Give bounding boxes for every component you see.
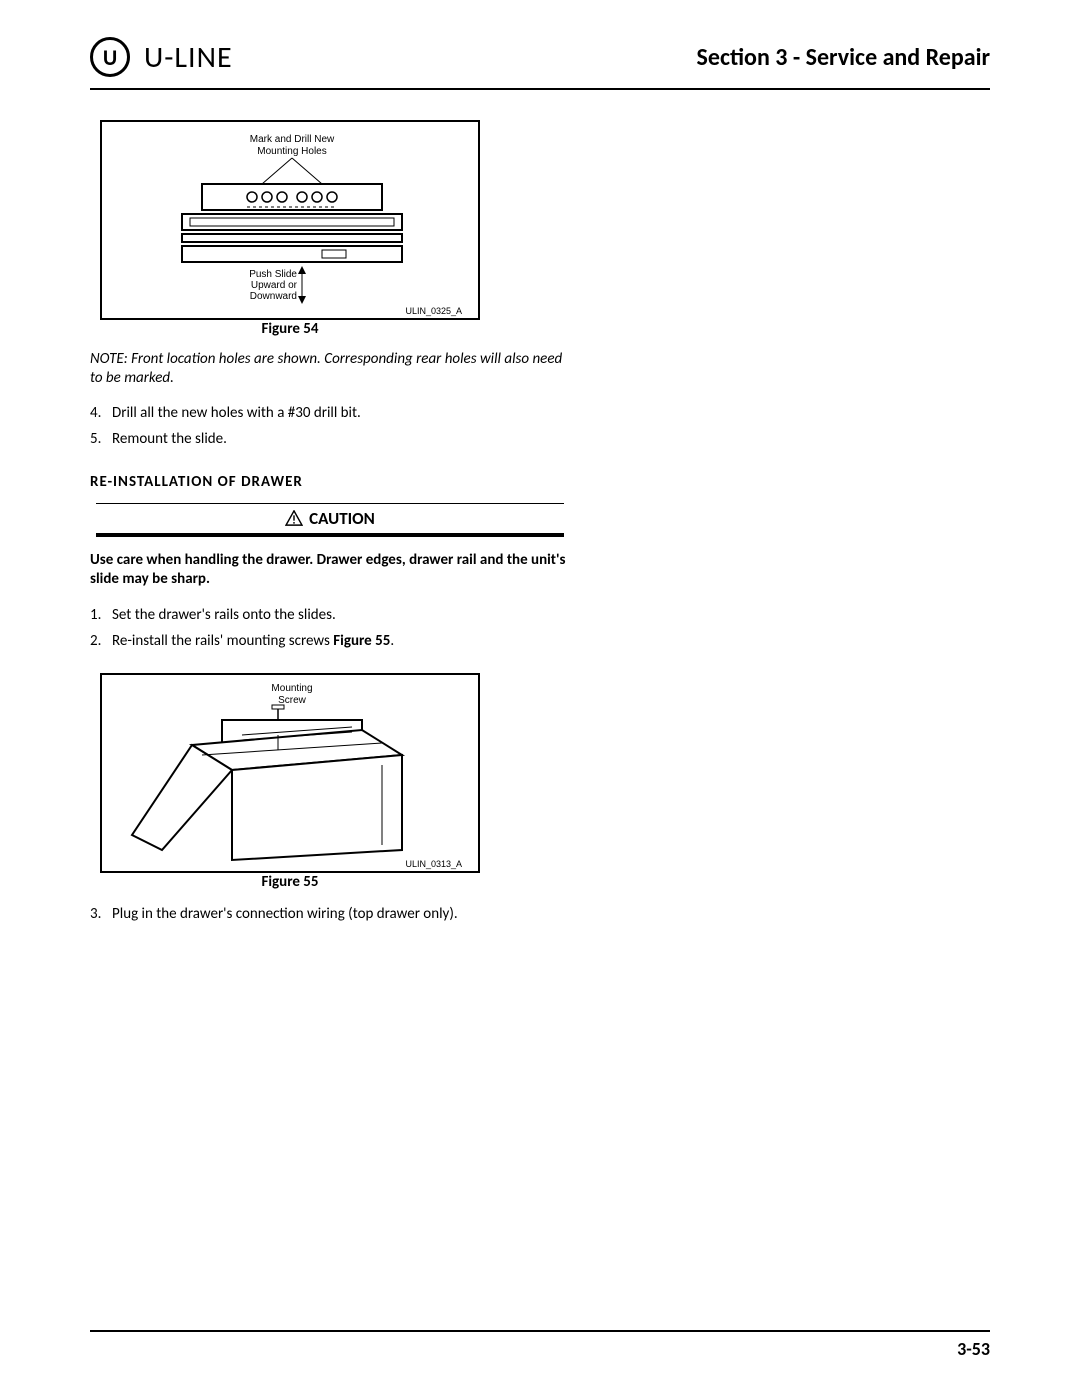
figure-54-caption: Figure 54 (90, 320, 490, 338)
note-text: NOTE: Front location holes are shown. Co… (90, 350, 570, 388)
content-column: Mark and Drill New Mounting Holes (90, 120, 570, 925)
caution-body: Use care when handling the drawer. Drawe… (90, 551, 570, 590)
fig55-label1: Mounting (271, 683, 312, 694)
fig55-label2: Screw (278, 695, 307, 706)
page-number: 3-53 (957, 1338, 990, 1360)
step-5: 5.Remount the slide. (90, 428, 570, 451)
reinstall-steps-cont: 3.Plug in the drawer's connection wiring… (90, 903, 570, 926)
page-footer: 3-53 (90, 1330, 990, 1360)
fig54-label-b2: Upward or (251, 280, 298, 291)
reinstall-steps: 1.Set the drawer's rails onto the slides… (90, 604, 570, 653)
fig54-label-top1: Mark and Drill New (250, 134, 335, 145)
section-title: Section 3 - Service and Repair (697, 43, 990, 72)
warning-icon (285, 510, 303, 526)
logo: U U-LINE (90, 37, 233, 77)
page: U U-LINE Section 3 - Service and Repair … (90, 30, 990, 1360)
fig54-label-b3: Downward (250, 291, 297, 302)
rstep-1: 1.Set the drawer's rails onto the slides… (90, 604, 570, 627)
logo-icon: U (90, 37, 130, 77)
figure-54-svg: Mark and Drill New Mounting Holes (102, 122, 482, 322)
figure-55-svg: Mounting Screw (102, 675, 482, 875)
caution-label: CAUTION (309, 508, 375, 529)
rstep-3: 3.Plug in the drawer's connection wiring… (90, 903, 570, 926)
rstep-2: 2.Re-install the rails' mounting screws … (90, 630, 570, 653)
fig55-code: ULIN_0313_A (405, 859, 462, 869)
caution-banner: CAUTION (96, 503, 564, 537)
steps-continued: 4.Drill all the new holes with a #30 dri… (90, 402, 570, 451)
fig54-code: ULIN_0325_A (405, 306, 462, 316)
logo-text: U-LINE (144, 39, 233, 76)
subheading-reinstall: Re-Installation Of Drawer (90, 473, 570, 491)
page-header: U U-LINE Section 3 - Service and Repair (90, 30, 990, 90)
figure-55-ref: Figure 55 (333, 632, 390, 650)
figure-55: Mounting Screw (100, 673, 480, 873)
fig54-label-b1: Push Slide (249, 269, 297, 280)
fig54-label-top2: Mounting Holes (257, 146, 326, 157)
figure-55-caption: Figure 55 (90, 873, 490, 891)
figure-54: Mark and Drill New Mounting Holes (100, 120, 480, 320)
step-4: 4.Drill all the new holes with a #30 dri… (90, 402, 570, 425)
